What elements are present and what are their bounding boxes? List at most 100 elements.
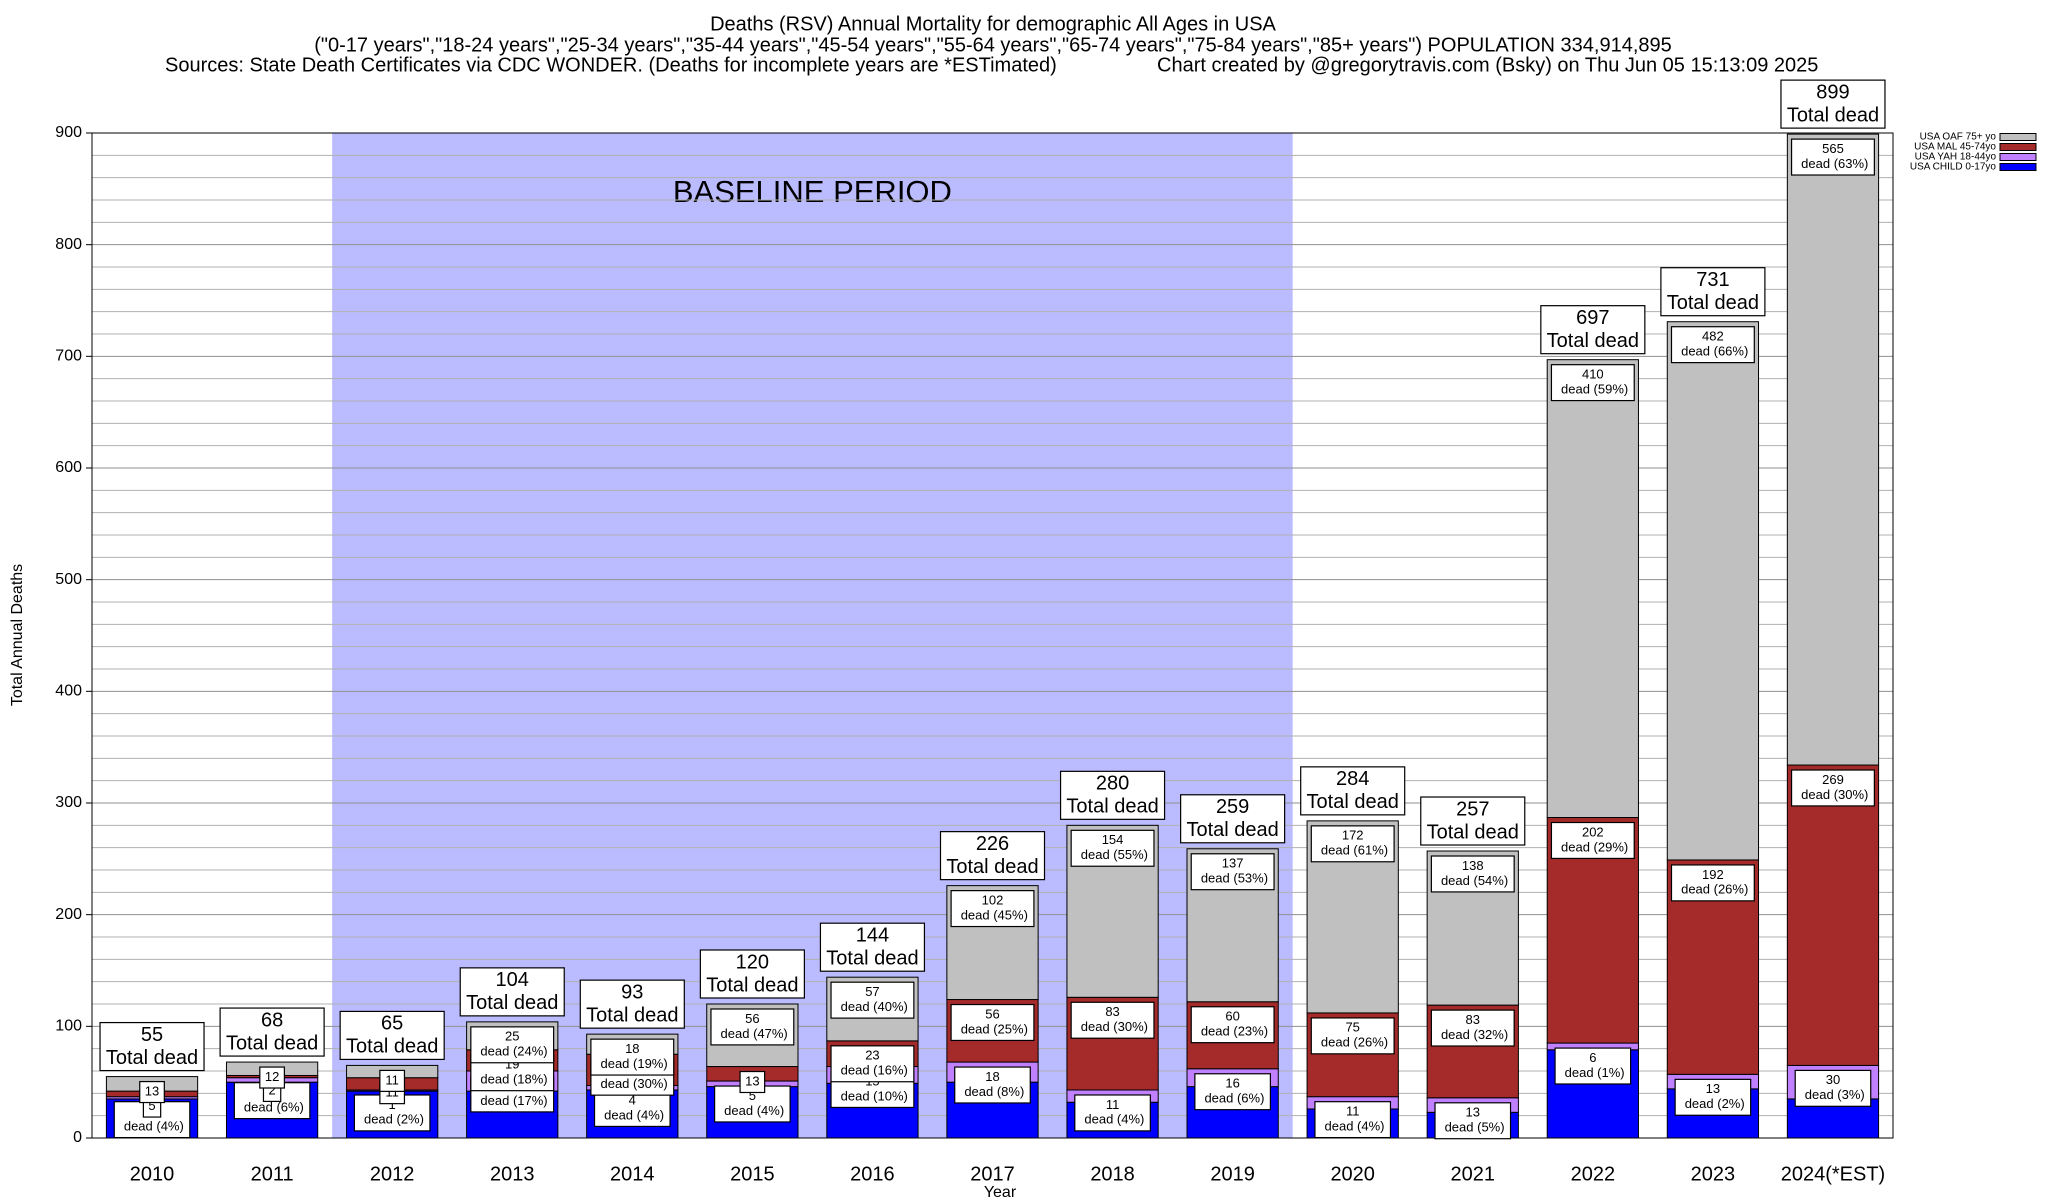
segment-label-group: 4 dead (4%) bbox=[593, 1089, 671, 1128]
segment-label-box bbox=[1314, 1101, 1392, 1139]
total-label-box bbox=[339, 1010, 445, 1061]
total-label: Total dead bbox=[586, 1004, 678, 1026]
segment-label-group: 565 dead (63%) bbox=[1790, 138, 1875, 176]
y-tick-label: 500 bbox=[55, 571, 82, 588]
bar-segment bbox=[1546, 359, 1639, 819]
x-tick-label: 2018 bbox=[1090, 1163, 1135, 1185]
segment-label: 5 dead (4%) bbox=[721, 1088, 785, 1118]
total-label: Total dead bbox=[826, 947, 918, 969]
legend-swatch bbox=[1999, 143, 2037, 151]
segment-label-group: 482 dead (66%) bbox=[1670, 326, 1755, 364]
y-tick-label: 900 bbox=[55, 124, 82, 141]
segment-label-box bbox=[1434, 1102, 1512, 1140]
segment-label-group: 138 dead (54%) bbox=[1430, 855, 1515, 893]
segment-label-box bbox=[830, 1045, 915, 1083]
segment-label: 83 dead (30%) bbox=[1077, 1005, 1148, 1035]
y-tick-label: 200 bbox=[55, 906, 82, 923]
x-tick-label: 2013 bbox=[490, 1163, 535, 1185]
segment-label: 23 dead (16%) bbox=[837, 1048, 908, 1078]
segment-label: 13 dead (2%) bbox=[1681, 1082, 1745, 1112]
x-axis-label: Year bbox=[984, 1184, 1017, 1200]
legend-swatch bbox=[1999, 153, 2037, 161]
x-tick-label: 2016 bbox=[850, 1163, 895, 1185]
segment-label: 202 dead (29%) bbox=[1557, 825, 1628, 855]
total-label: Total dead bbox=[706, 974, 798, 996]
total-label: Total dead bbox=[466, 992, 558, 1014]
x-tick-label: 2012 bbox=[370, 1163, 415, 1185]
segment-label: 172 dead (61%) bbox=[1317, 828, 1388, 858]
segment-label: 13 dead (5%) bbox=[1441, 1105, 1505, 1135]
y-tick-label: 100 bbox=[55, 1018, 82, 1035]
segment-label: 25 dead (24%) bbox=[477, 1029, 548, 1059]
total-value: 93 bbox=[621, 981, 643, 1003]
total-label-box bbox=[1059, 770, 1166, 820]
segment-label-box bbox=[739, 1070, 766, 1094]
segment-label: 12 bbox=[265, 1069, 279, 1084]
total-label-box bbox=[699, 949, 805, 999]
total-label: Total dead bbox=[1186, 819, 1278, 841]
total-label-box bbox=[1660, 267, 1766, 317]
x-tick-label: 2014 bbox=[610, 1163, 655, 1185]
chart-subtitle: ("0-17 years","18-24 years","25-34 years… bbox=[314, 34, 1672, 56]
total-label: Total dead bbox=[1547, 330, 1639, 352]
segment-label-group: 56 dead (47%) bbox=[710, 1008, 795, 1046]
total-label: Total dead bbox=[1427, 821, 1519, 843]
total-label: Total dead bbox=[346, 1036, 438, 1058]
segment-label: 13 bbox=[145, 1083, 159, 1098]
total-label: Total dead bbox=[1066, 796, 1158, 818]
bar-segment bbox=[1786, 133, 1880, 766]
legend-swatch bbox=[1999, 163, 2037, 171]
segment-label-box bbox=[593, 1089, 671, 1128]
segment-label: 11 dead (4%) bbox=[1081, 1097, 1145, 1127]
segment-label-box bbox=[1070, 829, 1155, 867]
segment-label-box bbox=[470, 1026, 555, 1064]
segment-label-box bbox=[139, 1080, 165, 1104]
total-label: Total dead bbox=[1667, 292, 1759, 314]
legend-label: USA OAF 75+ yo bbox=[1920, 132, 1997, 143]
total-label-box bbox=[219, 1007, 325, 1057]
segment-label-group: 269 dead (30%) bbox=[1790, 769, 1875, 807]
segment-label: 30 dead (3%) bbox=[1801, 1073, 1865, 1103]
segment-label-box bbox=[1794, 1069, 1872, 1107]
segment-label-box bbox=[1070, 1001, 1155, 1039]
segment-label-box bbox=[710, 1008, 795, 1046]
segment-label-box bbox=[1670, 864, 1755, 902]
segment-label-box bbox=[950, 1003, 1035, 1042]
segment-label-group: 13 bbox=[739, 1070, 766, 1094]
sources: Sources: State Death Certificates via CD… bbox=[165, 54, 1057, 76]
segment-label-box bbox=[1430, 855, 1515, 893]
segment-label-box bbox=[1550, 821, 1635, 860]
total-label-box bbox=[1420, 796, 1526, 846]
segment-label-box bbox=[1790, 138, 1875, 176]
x-tick-label: 2024(*EST) bbox=[1781, 1163, 1886, 1185]
total-value: 120 bbox=[736, 951, 769, 973]
bar-segment bbox=[1786, 764, 1880, 1066]
segment-label: 410 dead (59%) bbox=[1557, 367, 1628, 397]
segment-label-group: 154 dead (55%) bbox=[1070, 829, 1155, 867]
segment-label-group: 102 dead (45%) bbox=[950, 890, 1035, 928]
total-value: 284 bbox=[1336, 768, 1369, 790]
segment-label-box bbox=[1670, 326, 1755, 364]
y-axis-label: Total Annual Deaths bbox=[9, 564, 26, 706]
x-tick-label: 2020 bbox=[1330, 1163, 1375, 1185]
segment-label: 18 dead (8%) bbox=[961, 1069, 1025, 1099]
total-label-box bbox=[99, 1021, 205, 1072]
segment-label-group: 172 dead (61%) bbox=[1310, 825, 1395, 863]
segment-label: 56 dead (47%) bbox=[717, 1011, 788, 1041]
segment-label-group: 12 bbox=[259, 1066, 285, 1089]
segment-label: 4 dead (4%) bbox=[601, 1093, 665, 1123]
segment-label-group: 410 dead (59%) bbox=[1550, 364, 1635, 402]
total-value: 731 bbox=[1696, 269, 1729, 291]
y-tick-label: 800 bbox=[55, 236, 82, 253]
total-value: 259 bbox=[1216, 796, 1249, 818]
segment-label: 11 dead (4%) bbox=[1321, 1104, 1385, 1134]
segment-label-group: 18 dead (19%) bbox=[590, 1038, 675, 1076]
